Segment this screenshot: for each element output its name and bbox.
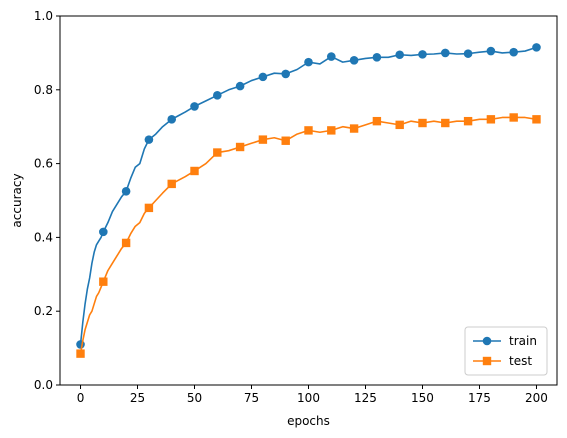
x-tick-label: 0: [77, 391, 85, 405]
x-tick-label: 175: [468, 391, 491, 405]
data-point-test: [167, 179, 176, 189]
plot-area: [76, 43, 541, 358]
data-point-train: [281, 69, 291, 79]
data-point-train: [532, 43, 541, 52]
x-axis: 0 25 50 75 100 125 150 175 200: [77, 385, 548, 405]
y-tick-label: 0.6: [34, 157, 53, 171]
data-point-test: [349, 124, 359, 133]
data-point-test: [304, 126, 313, 135]
data-point-test: [372, 116, 382, 126]
x-tick-label: 125: [354, 391, 377, 405]
legend-item-train: train: [473, 334, 537, 348]
y-tick-label: 1.0: [34, 9, 53, 23]
data-point-test: [121, 238, 131, 248]
data-point-train: [190, 102, 199, 111]
series-layer: [76, 43, 541, 358]
y-tick-label: 0.0: [34, 378, 53, 392]
data-point-train: [418, 50, 427, 59]
data-point-test: [99, 277, 108, 286]
legend: train test: [464, 326, 548, 376]
series-line-train: [79, 46, 537, 345]
legend-marker: [482, 356, 492, 366]
x-tick-label: 150: [411, 391, 434, 405]
y-tick-label: 0.2: [34, 304, 53, 318]
data-point-test: [418, 118, 427, 128]
data-point-train: [349, 55, 359, 65]
data-point-train: [76, 340, 85, 349]
x-tick-label: 75: [244, 391, 259, 405]
data-point-test: [213, 148, 222, 157]
legend-label: train: [509, 334, 537, 348]
data-point-train: [144, 135, 154, 144]
series-train: [76, 43, 541, 349]
data-point-train: [509, 47, 518, 57]
data-point-train: [372, 53, 382, 62]
data-point-train: [213, 91, 222, 100]
y-axis-title: accuracy: [10, 173, 24, 227]
data-point-train: [304, 57, 313, 67]
data-point-train: [121, 186, 131, 196]
data-point-test: [486, 115, 496, 124]
data-point-test: [76, 349, 85, 358]
legend-item-test: test: [473, 354, 532, 368]
data-point-train: [326, 52, 336, 61]
y-tick-label: 0.4: [34, 230, 53, 244]
x-axis-title: epochs: [287, 414, 330, 428]
data-point-train: [440, 48, 450, 58]
data-point-train: [258, 72, 268, 82]
legend-label: test: [509, 354, 532, 368]
data-point-train: [99, 227, 108, 237]
series-line-test: [79, 116, 537, 354]
data-point-test: [441, 118, 450, 128]
legend-marker: [482, 336, 492, 346]
x-tick-label: 100: [297, 391, 320, 405]
data-point-test: [509, 113, 518, 122]
data-point-train: [167, 115, 177, 124]
data-point-train: [463, 49, 473, 58]
data-point-test: [235, 142, 245, 152]
data-point-train: [486, 46, 496, 56]
y-tick-label: 0.8: [34, 83, 53, 97]
x-tick-label: 200: [525, 391, 548, 405]
data-point-test: [144, 203, 154, 213]
data-point-train: [235, 81, 245, 91]
data-point-test: [395, 120, 404, 130]
data-point-test: [281, 136, 290, 145]
series-test: [76, 113, 541, 358]
x-tick-label: 25: [130, 391, 145, 405]
data-point-test: [327, 126, 336, 135]
data-point-test: [190, 166, 199, 176]
x-tick-label: 50: [187, 391, 202, 405]
data-point-train: [395, 50, 404, 60]
y-axis: 0.0 0.2 0.4 0.6 0.8 1.0: [34, 9, 60, 392]
data-point-test: [258, 135, 268, 144]
data-point-test: [532, 115, 541, 124]
data-point-test: [463, 116, 473, 126]
